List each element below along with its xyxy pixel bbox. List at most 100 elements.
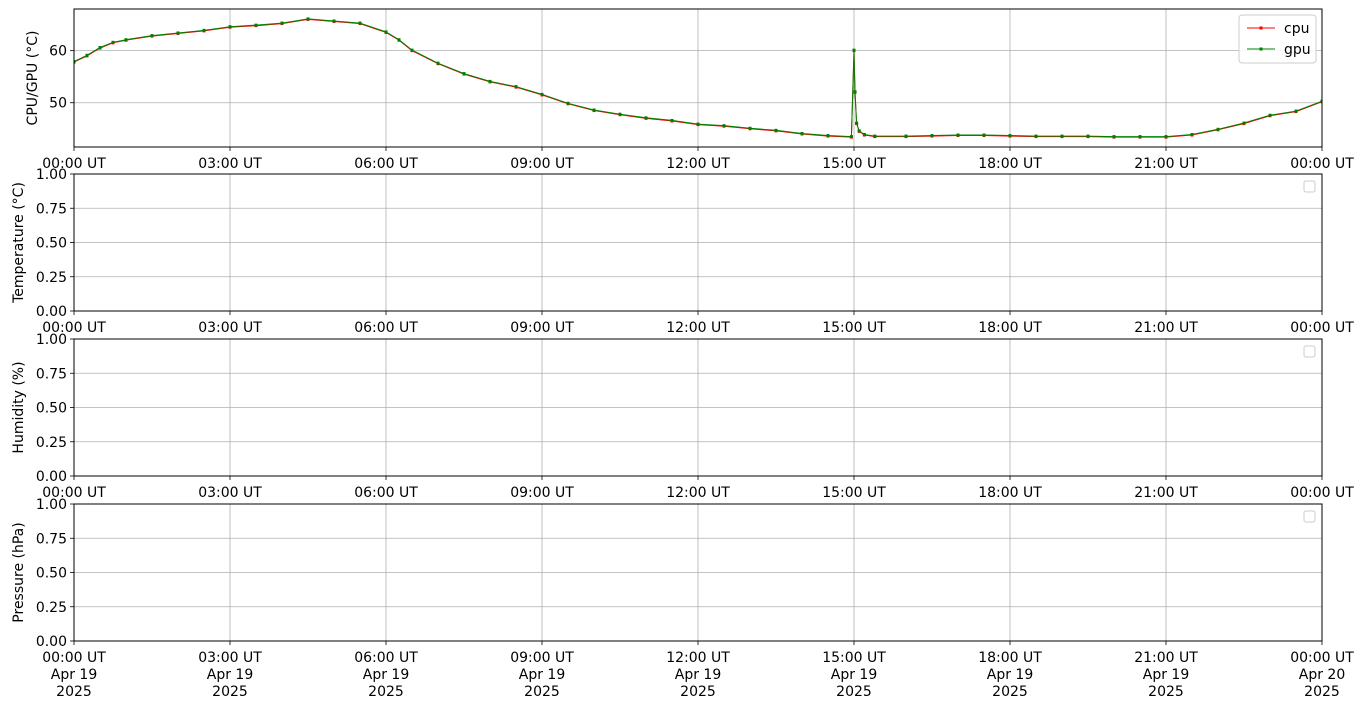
x-tick-date: Apr 19 <box>519 667 565 683</box>
x-tick-label: 00:00 UT <box>42 156 106 172</box>
y-axis-label: CPU/GPU (°C) <box>25 31 41 126</box>
x-tick-label: 00:00 UT <box>42 650 106 666</box>
data-point-gpu <box>1190 133 1194 137</box>
x-tick-label: 15:00 UT <box>822 650 886 666</box>
empty-legend-box <box>1303 510 1316 523</box>
x-tick-year: 2025 <box>212 684 248 700</box>
x-tick-label: 21:00 UT <box>1134 650 1198 666</box>
data-point-gpu <box>124 38 128 42</box>
x-tick-year: 2025 <box>1148 684 1184 700</box>
data-point-gpu <box>1034 134 1038 138</box>
x-tick-label: 09:00 UT <box>510 485 574 501</box>
x-tick-label: 00:00 UT <box>1290 650 1354 666</box>
data-point-gpu <box>1112 135 1116 139</box>
x-tick-label: 06:00 UT <box>354 156 418 172</box>
data-point-gpu <box>855 121 859 125</box>
data-point-gpu <box>514 85 518 89</box>
x-tick-label: 06:00 UT <box>354 485 418 501</box>
x-tick-label: 21:00 UT <box>1134 485 1198 501</box>
data-point-gpu <box>592 108 596 112</box>
empty-legend-box <box>1303 345 1316 358</box>
data-point-gpu <box>774 128 778 132</box>
x-tick-label: 03:00 UT <box>198 650 262 666</box>
x-tick-label: 12:00 UT <box>666 156 730 172</box>
x-tick-date: Apr 19 <box>987 667 1033 683</box>
y-tick-label: 0.75 <box>36 201 67 217</box>
x-tick-label: 00:00 UT <box>1290 156 1354 172</box>
y-tick-label: 60 <box>49 44 67 60</box>
data-point-gpu <box>1294 109 1298 113</box>
y-tick-label: 0.00 <box>36 304 67 320</box>
y-axis-label: Humidity (%) <box>11 361 27 453</box>
data-point-gpu <box>566 101 570 105</box>
data-point-gpu <box>1320 99 1322 103</box>
legend-marker-cpu <box>1259 26 1263 30</box>
data-point-gpu <box>849 135 853 139</box>
data-point-gpu <box>930 134 934 138</box>
panel-2: 0.00 0.25 0.50 0.75 1.00 Temperature (°C) 00:0… <box>11 167 1354 336</box>
data-point-gpu <box>826 134 830 138</box>
data-point-gpu <box>150 34 154 38</box>
data-point-gpu <box>722 124 726 128</box>
data-point-gpu <box>982 133 986 137</box>
x-tick-date: Apr 19 <box>363 667 409 683</box>
x-tick-label: 03:00 UT <box>198 320 262 336</box>
data-point-gpu <box>1268 113 1272 117</box>
x-tick-year: 2025 <box>680 684 716 700</box>
x-tick-label: 18:00 UT <box>978 320 1042 336</box>
data-point-gpu <box>111 40 115 44</box>
x-tick-year: 2025 <box>524 684 560 700</box>
data-point-gpu <box>1060 134 1064 138</box>
data-point-gpu <box>254 23 258 27</box>
data-point-gpu <box>696 122 700 126</box>
y-tick-label: 0.25 <box>36 600 67 616</box>
data-point-gpu <box>1008 134 1012 138</box>
data-point-gpu <box>670 118 674 122</box>
x-tick-date: Apr 19 <box>675 667 721 683</box>
data-point-gpu <box>862 133 866 137</box>
x-tick-label: 06:00 UT <box>354 650 418 666</box>
data-point-gpu <box>228 25 232 29</box>
data-point-gpu <box>956 133 960 137</box>
x-tick-year: 2025 <box>836 684 872 700</box>
data-point-gpu <box>176 31 180 35</box>
data-point-gpu <box>857 129 861 133</box>
x-tick-label: 21:00 UT <box>1134 320 1198 336</box>
x-tick-label: 15:00 UT <box>822 485 886 501</box>
legend-label-cpu: cpu <box>1284 21 1309 37</box>
data-point-gpu <box>853 90 857 94</box>
y-tick-label: 0.50 <box>36 566 67 582</box>
empty-legend-box <box>1303 180 1316 193</box>
x-tick-label: 06:00 UT <box>354 320 418 336</box>
legend-marker-gpu <box>1259 47 1263 51</box>
data-point-gpu <box>852 48 856 52</box>
x-tick-date: Apr 19 <box>51 667 97 683</box>
y-tick-label: 1.00 <box>36 332 67 348</box>
data-point-gpu <box>280 21 284 25</box>
data-point-gpu <box>904 134 908 138</box>
data-point-gpu <box>540 92 544 96</box>
y-tick-label: 0.75 <box>36 366 67 382</box>
x-tick-label: 09:00 UT <box>510 320 574 336</box>
data-point-gpu <box>873 134 877 138</box>
data-point-gpu <box>748 126 752 130</box>
data-point-gpu <box>462 72 466 76</box>
x-tick-date: Apr 20 <box>1299 667 1345 683</box>
x-tick-label: 21:00 UT <box>1134 156 1198 172</box>
y-tick-label: 0.00 <box>36 469 67 485</box>
panel-4: 0.00 0.25 0.50 0.75 1.00 Pressure (hPa) 00:00 … <box>11 497 1354 700</box>
data-point-gpu <box>85 53 89 57</box>
x-tick-label: 09:00 UT <box>510 156 574 172</box>
x-tick-label: 15:00 UT <box>822 320 886 336</box>
data-point-gpu <box>1242 121 1246 125</box>
data-point-gpu <box>332 19 336 23</box>
x-tick-label: 12:00 UT <box>666 650 730 666</box>
x-tick-label: 00:00 UT <box>1290 320 1354 336</box>
legend: cpu gpu <box>1238 14 1317 64</box>
x-tick-date: Apr 19 <box>207 667 253 683</box>
x-tick-label: 18:00 UT <box>978 156 1042 172</box>
y-axis-label: Pressure (hPa) <box>11 522 27 622</box>
legend-label-gpu: gpu <box>1284 42 1311 58</box>
x-tick-label: 00:00 UT <box>42 485 106 501</box>
